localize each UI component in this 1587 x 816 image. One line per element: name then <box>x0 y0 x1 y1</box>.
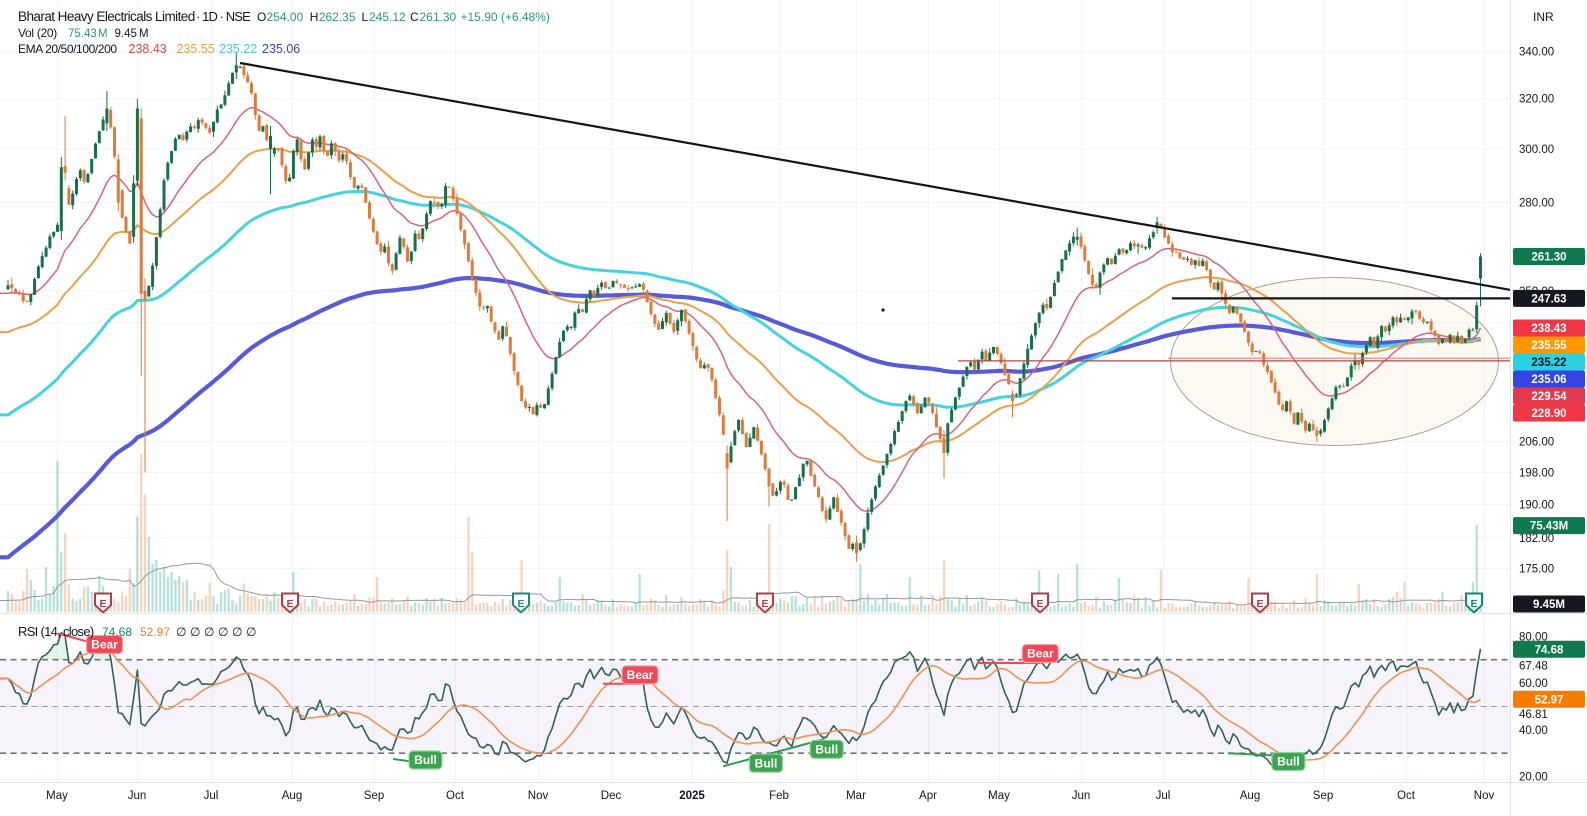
svg-text:Aug: Aug <box>282 790 302 802</box>
svg-text:280.00: 280.00 <box>1519 198 1554 210</box>
svg-text:E: E <box>1470 598 1477 610</box>
svg-text:229.54: 229.54 <box>1531 391 1567 403</box>
svg-text:∅: ∅ <box>190 625 200 639</box>
svg-text:Jul: Jul <box>1156 790 1171 802</box>
svg-text:198.00: 198.00 <box>1519 467 1554 479</box>
svg-text:Bear: Bear <box>1027 647 1054 661</box>
svg-text:Bull: Bull <box>414 753 437 767</box>
svg-text:Nov: Nov <box>528 790 549 802</box>
svg-text:May: May <box>46 790 68 802</box>
svg-text:Sep: Sep <box>364 790 384 802</box>
svg-text:261.30: 261.30 <box>1531 252 1566 264</box>
svg-text:Jun: Jun <box>128 790 147 802</box>
svg-text:60.00: 60.00 <box>1519 678 1548 690</box>
svg-text:E: E <box>1256 598 1263 610</box>
svg-text:235.55: 235.55 <box>177 42 215 56</box>
svg-text:∅: ∅ <box>246 625 256 639</box>
svg-text:235.22: 235.22 <box>219 42 257 56</box>
svg-text:52.97: 52.97 <box>1535 694 1564 706</box>
svg-text:245.12: 245.12 <box>369 10 406 24</box>
svg-text:9.45M: 9.45M <box>1533 599 1565 611</box>
svg-text:∅: ∅ <box>232 625 242 639</box>
svg-text:74.68: 74.68 <box>102 625 132 639</box>
svg-text:E: E <box>99 598 106 610</box>
svg-text:∅: ∅ <box>176 625 186 639</box>
svg-text:238.43: 238.43 <box>129 42 167 56</box>
svg-text:80.00: 80.00 <box>1519 631 1548 643</box>
svg-text:O: O <box>257 10 266 24</box>
svg-text:Jun: Jun <box>1072 790 1091 802</box>
svg-text:190.00: 190.00 <box>1519 500 1554 512</box>
svg-text:2025: 2025 <box>679 790 705 802</box>
svg-text:May: May <box>988 790 1010 802</box>
svg-text:EMA 20/50/100/200: EMA 20/50/100/200 <box>18 42 117 56</box>
svg-text:52.97: 52.97 <box>140 625 170 639</box>
svg-text:74.68: 74.68 <box>1535 644 1564 656</box>
svg-text:Oct: Oct <box>446 790 465 802</box>
svg-text:235.55: 235.55 <box>1531 340 1567 352</box>
svg-text:67.48: 67.48 <box>1519 661 1548 673</box>
svg-text:261.30: 261.30 <box>420 10 457 24</box>
svg-text:Aug: Aug <box>1240 790 1260 802</box>
svg-text:INR: INR <box>1533 10 1554 24</box>
svg-text:340.00: 340.00 <box>1519 46 1554 58</box>
svg-text:Bear: Bear <box>627 668 654 682</box>
svg-text:M: M <box>98 28 108 40</box>
svg-text:20.00: 20.00 <box>1519 772 1548 784</box>
svg-text:Bull: Bull <box>815 743 838 757</box>
svg-text:235.22: 235.22 <box>1531 357 1566 369</box>
svg-text:247.63: 247.63 <box>1531 293 1566 305</box>
svg-text:228.90: 228.90 <box>1531 408 1566 420</box>
svg-text:238.43: 238.43 <box>1531 323 1566 335</box>
svg-text:46.81: 46.81 <box>1519 709 1548 721</box>
svg-text:Bull: Bull <box>1277 755 1300 769</box>
svg-text:∅: ∅ <box>218 625 228 639</box>
svg-text:Bear: Bear <box>91 638 118 652</box>
svg-text:Vol (20): Vol (20) <box>18 26 57 40</box>
svg-text:175.00: 175.00 <box>1519 564 1554 576</box>
svg-text:E: E <box>1036 598 1043 610</box>
svg-text:Mar: Mar <box>846 790 866 802</box>
svg-text:235.06: 235.06 <box>1531 374 1566 386</box>
svg-text:182.00: 182.00 <box>1519 533 1554 545</box>
svg-text:206.00: 206.00 <box>1519 437 1554 449</box>
svg-text:300.00: 300.00 <box>1519 144 1554 156</box>
svg-text:Bull: Bull <box>755 756 778 770</box>
svg-text:235.06: 235.06 <box>262 42 300 56</box>
svg-text:E: E <box>517 598 524 610</box>
svg-text:Bharat Heavy Electricals Limit: Bharat Heavy Electricals Limited <box>18 9 195 24</box>
svg-text:40.00: 40.00 <box>1519 725 1548 737</box>
svg-text:+15.90 (+6.48%): +15.90 (+6.48%) <box>461 10 550 24</box>
svg-text:262.35: 262.35 <box>319 10 356 24</box>
svg-text:∅: ∅ <box>204 625 214 639</box>
svg-text:H: H <box>310 10 319 24</box>
svg-text:RSI (14, close): RSI (14, close) <box>18 624 94 639</box>
svg-text:Apr: Apr <box>919 790 937 802</box>
svg-text:Sep: Sep <box>1313 790 1333 802</box>
svg-text:9.45: 9.45 <box>115 28 137 40</box>
svg-text:Oct: Oct <box>1397 790 1416 802</box>
svg-text:Dec: Dec <box>601 790 622 802</box>
svg-text:L: L <box>362 10 369 24</box>
svg-text:M: M <box>139 28 149 40</box>
svg-text:254.00: 254.00 <box>267 10 304 24</box>
svg-text:Jul: Jul <box>204 790 219 802</box>
svg-text:E: E <box>761 598 768 610</box>
svg-text:320.00: 320.00 <box>1519 94 1554 106</box>
svg-text:75.43M: 75.43M <box>1530 521 1568 533</box>
svg-text:· 1D · NSE: · 1D · NSE <box>196 9 251 24</box>
svg-text:Nov: Nov <box>1474 790 1495 802</box>
svg-text:C: C <box>410 10 419 24</box>
svg-text:E: E <box>286 598 293 610</box>
svg-text:75.43: 75.43 <box>68 28 97 40</box>
svg-text:Feb: Feb <box>769 790 789 802</box>
